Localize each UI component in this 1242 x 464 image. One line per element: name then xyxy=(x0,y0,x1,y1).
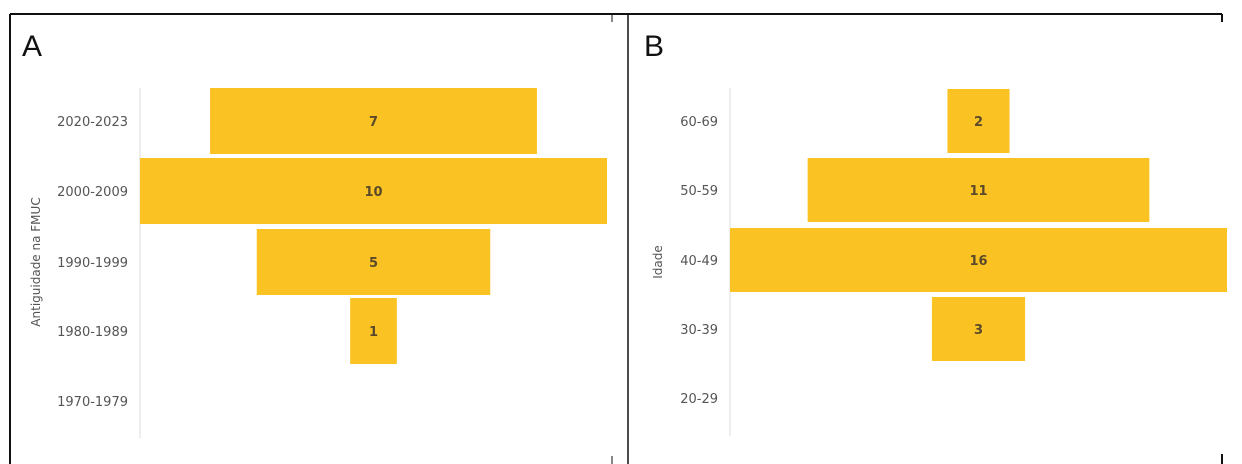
panel-a-bar xyxy=(350,298,397,364)
panel-a-bar-label: 10 xyxy=(364,185,382,200)
panel-b-marks: 60-69 2 50-59 11 40-49 16 30-39 3 20-29 xyxy=(680,89,1227,407)
panel-a-bar-label: 5 xyxy=(369,256,378,271)
panel-b-bar-label: 3 xyxy=(974,323,983,338)
panel-a-bar xyxy=(210,88,537,154)
panel-b-bar xyxy=(947,89,1010,153)
panel-a-marks: 2020-2023 7 2000-2009 10 1990-1999 5 1980-1989… xyxy=(57,88,607,410)
panel-b-chart: B Idade 60-69 2 50-59 11 40-49 16 30-39 3 20-29 xyxy=(644,30,1227,436)
panel-a-tick-label: 1990-1999 xyxy=(57,256,128,271)
panel-b-ylabel: Idade xyxy=(651,245,665,279)
panel-b-tick-label: 60-69 xyxy=(680,115,718,130)
panel-b-tick-label: 50-59 xyxy=(680,184,718,199)
panel-a-bar xyxy=(256,229,491,295)
panel-a-ylabel: Antiguidade na FMUC xyxy=(29,197,43,326)
panel-a-tick-label: 2000-2009 xyxy=(57,185,128,200)
panel-b-bar xyxy=(931,297,1026,361)
panel-b-bar-label: 16 xyxy=(969,254,987,269)
panel-b-bar-label: 11 xyxy=(969,184,987,199)
panel-a-bar-label: 1 xyxy=(369,325,378,340)
panel-a-bar xyxy=(140,158,607,224)
panel-b-bar xyxy=(807,158,1150,222)
panel-a-chart: A Antiguidade na FMUC 2020-2023 7 2000-200… xyxy=(22,30,607,438)
panel-a-tick-label: 1980-1989 xyxy=(57,325,128,340)
panel-a-letter: A xyxy=(22,30,42,63)
panel-b-tick-label: 20-29 xyxy=(680,392,718,407)
panel-b-letter: B xyxy=(644,30,664,63)
panel-b-bar xyxy=(730,228,1227,292)
panel-b-tick-label: 40-49 xyxy=(680,254,718,269)
panel-b-tick-label: 30-39 xyxy=(680,323,718,338)
panel-b-bar-label: 2 xyxy=(974,115,983,130)
panel-a-bar-label: 7 xyxy=(369,115,378,130)
panel-a-tick-label: 2020-2023 xyxy=(57,115,128,130)
panel-a-tick-label: 1970-1979 xyxy=(57,395,128,410)
